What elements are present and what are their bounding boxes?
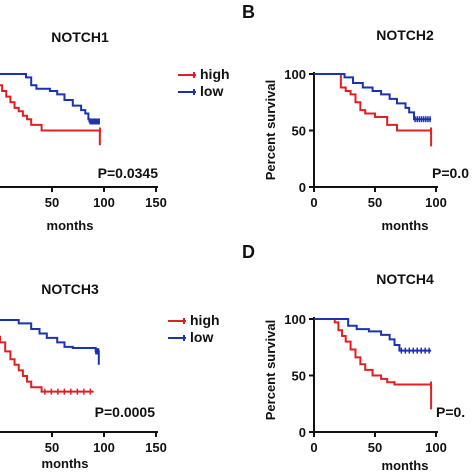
x-axis-label-notch4: months [382, 458, 429, 473]
legend-label-high: high [200, 66, 230, 82]
chart-title-notch4: NOTCH4 [376, 271, 434, 287]
panel-notch4: D NOTCH4 Percent survival months P=0. 0 5… [242, 242, 465, 473]
survival-curve-high [314, 73, 433, 147]
x-tick-label: 100 [93, 195, 115, 210]
y-tick-label: 0 [299, 425, 306, 440]
x-tick-label: 50 [45, 195, 59, 210]
survival-curve-high [314, 318, 433, 410]
x-tick-label: 100 [425, 195, 447, 210]
p-value-notch3: P=0.0005 [95, 404, 156, 420]
x-tick-label: 50 [368, 195, 382, 210]
legend-notch3: high low [190, 312, 220, 345]
chart-title-notch3: NOTCH3 [41, 281, 99, 297]
x-tick-label: 150 [145, 195, 167, 210]
x-tick-label: 0 [310, 440, 317, 455]
survival-curve-low [0, 73, 100, 123]
x-axis-label-notch1: months [47, 218, 94, 233]
y-tick-label: 100 [284, 312, 306, 327]
x-axis-label-notch3: months [42, 456, 89, 471]
survival-curve-high [0, 335, 94, 393]
panel-letter-d: D [242, 242, 255, 262]
survival-curve-low [314, 73, 432, 121]
survival-curve-low [314, 318, 432, 352]
x-axis-label-notch2: months [382, 218, 429, 233]
legend-label-low: low [200, 83, 223, 99]
x-tick-label: 100 [93, 440, 115, 455]
p-value-notch2: P=0.0 [432, 165, 469, 181]
x-tick-label: 100 [425, 440, 447, 455]
legend-label-low: low [190, 329, 213, 345]
x-tick-label: 150 [145, 440, 167, 455]
panel-letter-b: B [242, 2, 255, 22]
legend-notch1: high low [200, 66, 230, 99]
survival-curve-low [0, 319, 100, 365]
y-tick-label: 50 [292, 124, 306, 139]
y-tick-label: 50 [292, 369, 306, 384]
y-tick-label: 0 [299, 180, 306, 195]
p-value-notch4: P=0. [436, 404, 465, 420]
panel-notch3: NOTCH3 months P=0.0005 high low 50 100 150 [0, 281, 220, 471]
y-tick-label: 100 [284, 67, 306, 82]
x-tick-label: 0 [310, 195, 317, 210]
x-tick-label: 50 [45, 440, 59, 455]
survival-curve-high [0, 84, 101, 146]
panel-notch1: NOTCH1 months P=0.0345 high low 50 100 150 [0, 29, 230, 233]
x-tick-label: 50 [368, 440, 382, 455]
p-value-notch1: P=0.0345 [98, 165, 159, 181]
y-axis-label-notch2: Percent survival [263, 80, 278, 180]
legend-label-high: high [190, 312, 220, 328]
y-axis-label-notch4: Percent survival [263, 320, 278, 420]
chart-title-notch1: NOTCH1 [51, 29, 109, 45]
panel-notch2: B NOTCH2 Percent survival months P=0.0 0… [242, 2, 469, 233]
chart-title-notch2: NOTCH2 [376, 27, 434, 43]
